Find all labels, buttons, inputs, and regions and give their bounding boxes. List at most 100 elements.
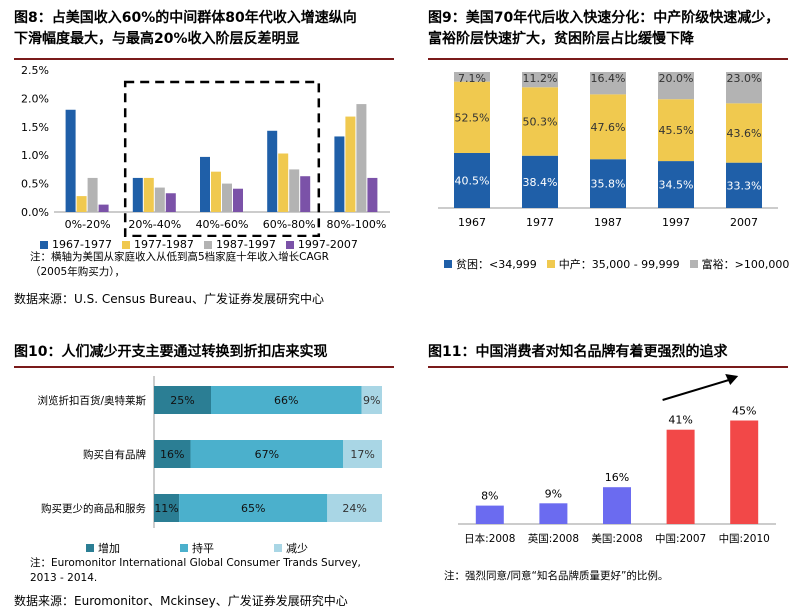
fig9-xtick-label: 2007: [730, 216, 758, 229]
fig8-bar: [233, 188, 243, 212]
fig8-bar: [267, 130, 278, 212]
fig11-xtick-label: 英国:2008: [528, 532, 579, 545]
fig10-legend-label: 持平: [192, 542, 214, 555]
fig11-title-rule: [428, 366, 788, 368]
fig9-data-label: 35.8%: [591, 178, 626, 191]
fig8-legend-item: 1967-1977: [40, 238, 112, 251]
fig9-data-label: 23.0%: [727, 72, 762, 85]
fig10-title: 图10：人们减少开支主要通过转换到折扣店来实现: [14, 344, 328, 360]
fig9-legend-label: 中产：35,000 - 99,999: [558, 258, 680, 271]
fig10-title-rule: [14, 366, 394, 368]
fig8-xtick-label: 20%-40%: [128, 218, 181, 231]
fig9-bar-segment: [522, 87, 558, 156]
fig9-bar-segment: [658, 72, 694, 100]
fig8-bar: [76, 196, 87, 212]
fig10-bar-segment: [361, 386, 382, 414]
fig9-bar-segment: [590, 72, 626, 95]
fig10-category-label: 浏览折扣百货/奥特莱斯: [37, 394, 146, 407]
fig10-data-label: 11%: [154, 502, 178, 515]
fig9-xtick-label: 1987: [594, 216, 622, 229]
fig9-title-line1: 图9：美国70年代后收入快速分化：中产阶级快速减少，: [428, 10, 780, 26]
fig8-bar: [143, 177, 154, 212]
fig9-legend-swatch: [444, 260, 452, 268]
fig8-bar: [165, 193, 176, 212]
fig10-data-label: 16%: [160, 448, 184, 461]
fig9-title: 图9：美国70年代后收入快速分化：中产阶级快速减少， 富裕阶层快速扩大，贫困阶层…: [428, 8, 798, 50]
fig9-bar-segment: [590, 94, 626, 160]
fig10-data-label: 66%: [274, 394, 298, 407]
fig11-note: 注：强烈同意/同意“知名品牌质量更好”的比例。: [444, 570, 669, 582]
fig10-data-label: 9%: [363, 394, 380, 407]
fig11-xtick-label: 中国:2007: [655, 532, 706, 545]
fig10-legend-swatch: [180, 544, 188, 552]
fig8-note: 注：横轴为美国从家庭收入从低到高5档家庭十年收入增长CAGR （2005年购买力…: [30, 250, 400, 280]
fig10-note-line2: 2013 - 2014.: [30, 572, 98, 584]
fig9-bar-segment: [658, 99, 694, 162]
fig9-bar-segment: [454, 152, 490, 208]
fig8-ytick-label: 2.5%: [21, 64, 49, 77]
fig8-legend-label: 1967-1977: [52, 238, 112, 251]
fig11-data-label: 41%: [668, 414, 692, 427]
fig8-legend-swatch: [121, 240, 130, 249]
fig9-legend: 贫困：<34,999 中产：35,000 - 99,999 富裕：>100,000: [444, 256, 799, 272]
fig8-xtick-label: 60%-80%: [263, 218, 316, 231]
fig9-bar-segment: [454, 72, 490, 82]
fig11-trend-arrow: [662, 378, 733, 401]
fig11-title: 图11：中国消费者对知名品牌有着更强烈的追求: [428, 344, 728, 360]
fig9-data-label: 16.4%: [591, 72, 626, 85]
fig10-data-label: 65%: [241, 502, 265, 515]
fig9-legend-label: 贫困：<34,999: [456, 258, 537, 271]
fig9-bar-segment: [726, 72, 762, 104]
fig11-bar: [475, 505, 504, 524]
fig11-xtick-label: 美国:2008: [591, 532, 642, 545]
fig9-chart: 40.5% 52.5% 7.1% 1967 38.4% 50.3% 11.2% 1977 35.…: [438, 72, 778, 229]
fig8-bar: [289, 169, 300, 212]
fig8-xtick-label: 80%-100%: [326, 218, 386, 231]
fig9-xtick-label: 1997: [662, 216, 690, 229]
fig10-legend-swatch: [86, 544, 94, 552]
fig11-xtick-label: 日本:2008: [464, 532, 515, 545]
fig9-data-label: 47.6%: [591, 121, 626, 134]
fig8-ytick-label: 1.0%: [21, 149, 49, 162]
fig10-note: 注：Euromonitor International Global Consu…: [30, 556, 400, 586]
fig8-highlight-box: [123, 80, 321, 237]
fig9-bar-segment: [522, 72, 558, 88]
fig9-title-rule: [428, 58, 788, 60]
fig8-bar: [98, 204, 109, 212]
fig11-chart: 8% 日本:2008 9% 英国:2008 16% 美国:2008 41% 中国:2007 45…: [458, 374, 776, 545]
fig9-data-label: 11.2%: [523, 72, 558, 85]
fig9-bar-segment: [454, 81, 490, 153]
fig9-bar-segment: [522, 155, 558, 208]
fig10-data-label: 67%: [255, 448, 279, 461]
fig9-bar-segment: [726, 103, 762, 163]
fig10-bar-segment: [154, 494, 180, 522]
fig11-bar: [730, 420, 759, 524]
fig10-category-label: 购买自有品牌: [83, 448, 146, 461]
fig9-xtick-label: 1977: [526, 216, 554, 229]
fig10-legend-item: 减少: [274, 540, 308, 556]
fig10-note-line1: 注：Euromonitor International Global Consu…: [30, 557, 361, 569]
fig8-bar: [154, 187, 165, 212]
fig11-data-label: 8%: [481, 490, 498, 503]
fig8-chart: 0.0% 0.5% 1.0% 1.5% 2.0% 2.5% 0%-20% 20%-40% 40%…: [21, 64, 390, 237]
fig8-bar: [367, 177, 378, 212]
fig11-bar: [539, 503, 568, 524]
fig11-xtick-label: 中国:2010: [719, 532, 770, 545]
fig10-bar-segment: [154, 386, 211, 414]
fig10-category-label: 购买更少的商品和服务: [41, 502, 146, 515]
fig10-chart: 浏览折扣百货/奥特莱斯 25% 66% 9% 购买自有品牌 16% 67% 17% 购买更少的商…: [37, 376, 382, 528]
fig10-legend: 增加 持平 减少: [86, 540, 368, 556]
fig8-legend: 1967-1977 1977-1987 1987-1997 1997-2007: [40, 238, 368, 251]
fig9-legend-label: 富裕：>100,000: [701, 258, 790, 271]
fig8-bar: [211, 171, 221, 212]
fig8-bar: [356, 104, 367, 212]
fig11-data-label: 9%: [545, 487, 562, 500]
fig10-bar-segment: [327, 494, 382, 522]
fig10-data-label: 24%: [342, 502, 366, 515]
fig10-data-label: 17%: [350, 448, 374, 461]
fig9-data-label: 20.0%: [659, 72, 694, 85]
fig8-bar: [222, 183, 232, 212]
fig8-legend-label: 1997-2007: [297, 238, 358, 251]
fig9-xtick-label: 1967: [458, 216, 486, 229]
fig8-legend-swatch: [285, 240, 294, 249]
